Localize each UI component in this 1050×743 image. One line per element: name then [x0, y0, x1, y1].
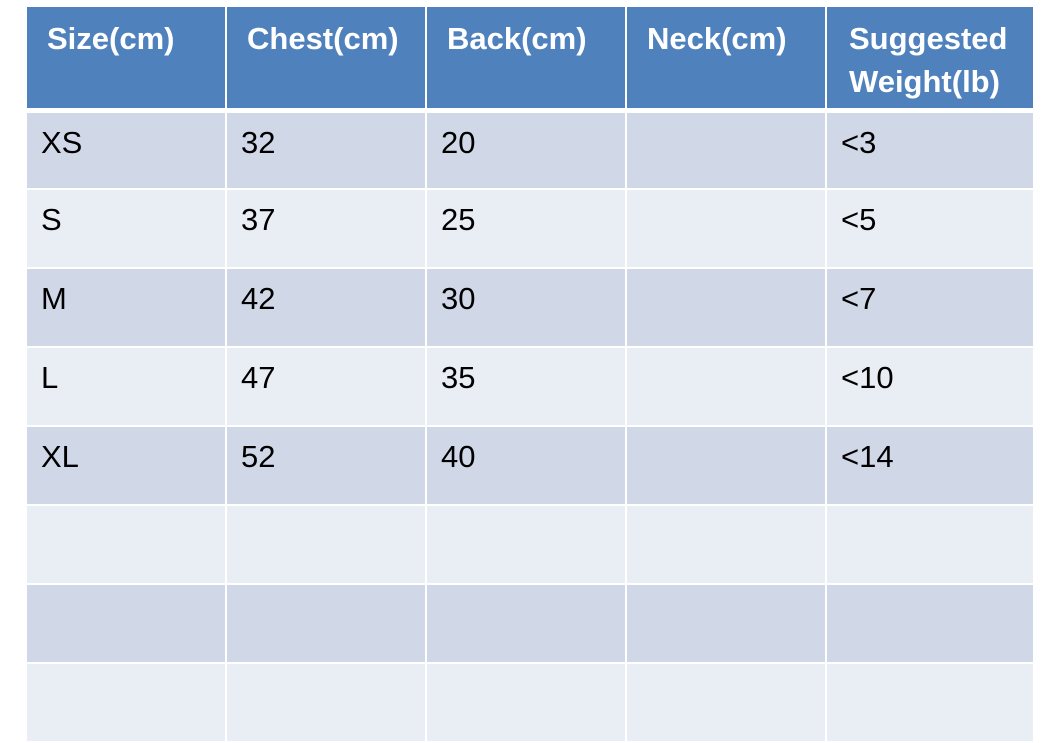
cell-neck — [625, 188, 827, 269]
cell-back: 35 — [425, 346, 627, 427]
cell-back: 20 — [425, 109, 627, 190]
cell-chest: 32 — [225, 109, 427, 190]
table-row: S 37 25 <5 — [25, 188, 1035, 269]
cell-neck — [625, 109, 827, 190]
table-row — [25, 504, 1035, 585]
table-row: XS 32 20 <3 — [25, 109, 1035, 190]
cell-back: 30 — [425, 267, 627, 348]
cell-chest: 52 — [225, 425, 427, 506]
cell-size — [25, 662, 227, 743]
cell-chest: 47 — [225, 346, 427, 427]
cell-weight: <7 — [825, 267, 1035, 348]
header-suggested-weight: Suggested Weight(lb) — [825, 5, 1035, 113]
cell-neck — [625, 662, 827, 743]
cell-weight — [825, 583, 1035, 664]
cell-back — [425, 504, 627, 585]
cell-back — [425, 583, 627, 664]
cell-weight: <5 — [825, 188, 1035, 269]
cell-weight — [825, 662, 1035, 743]
table-row: L 47 35 <10 — [25, 346, 1035, 427]
cell-size: XS — [25, 109, 227, 190]
cell-weight — [825, 504, 1035, 585]
table-row: XL 52 40 <14 — [25, 425, 1035, 506]
table-header: Size(cm) Chest(cm) Back(cm) Neck(cm) Sug… — [25, 5, 1035, 113]
cell-back — [425, 662, 627, 743]
cell-chest — [225, 583, 427, 664]
cell-chest — [225, 662, 427, 743]
table-body: XS 32 20 <3 S 37 25 <5 M 42 30 <7 L 47 3… — [25, 109, 1035, 743]
cell-size — [25, 583, 227, 664]
table-row — [25, 583, 1035, 664]
cell-neck — [625, 504, 827, 585]
cell-neck — [625, 583, 827, 664]
header-neck: Neck(cm) — [625, 5, 827, 113]
cell-back: 40 — [425, 425, 627, 506]
cell-size: XL — [25, 425, 227, 506]
table-row: M 42 30 <7 — [25, 267, 1035, 348]
cell-neck — [625, 267, 827, 348]
cell-weight: <14 — [825, 425, 1035, 506]
cell-weight: <10 — [825, 346, 1035, 427]
cell-size: M — [25, 267, 227, 348]
cell-neck — [625, 346, 827, 427]
header-back: Back(cm) — [425, 5, 627, 113]
cell-neck — [625, 425, 827, 506]
cell-size — [25, 504, 227, 585]
cell-back: 25 — [425, 188, 627, 269]
cell-size: S — [25, 188, 227, 269]
size-chart-table: Size(cm) Chest(cm) Back(cm) Neck(cm) Sug… — [25, 5, 1035, 743]
header-row: Size(cm) Chest(cm) Back(cm) Neck(cm) Sug… — [25, 5, 1035, 113]
cell-chest — [225, 504, 427, 585]
cell-weight: <3 — [825, 109, 1035, 190]
header-chest: Chest(cm) — [225, 5, 427, 113]
header-size: Size(cm) — [25, 5, 227, 113]
table-row — [25, 662, 1035, 743]
cell-chest: 42 — [225, 267, 427, 348]
cell-size: L — [25, 346, 227, 427]
cell-chest: 37 — [225, 188, 427, 269]
